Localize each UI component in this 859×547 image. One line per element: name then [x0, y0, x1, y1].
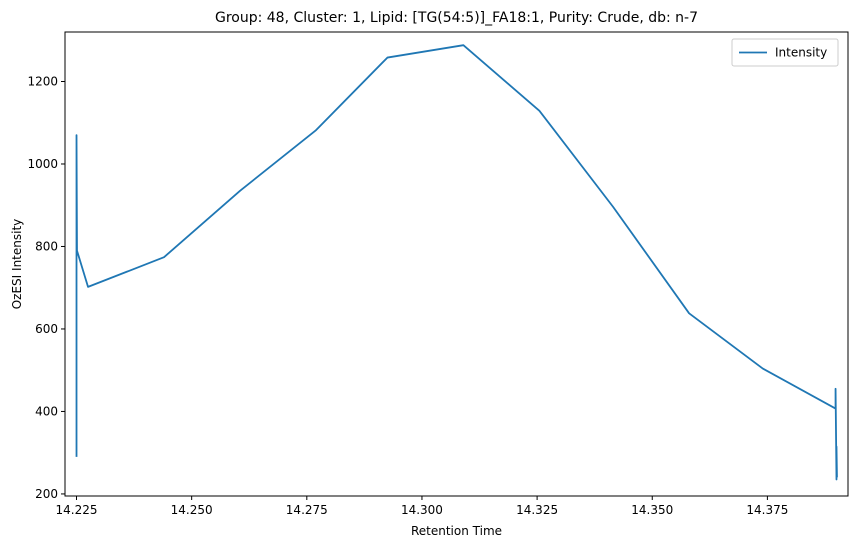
plot-area: 14.225 14.250 14.275 14.300 14.325 14.350 14.3…	[27, 31, 849, 517]
x-tick-label: 14.275	[286, 503, 328, 517]
y-tick-label: 1200	[27, 74, 58, 88]
series-layer	[75, 44, 838, 481]
axes-frame	[64, 31, 849, 497]
chart-title: Group: 48, Cluster: 1, Lipid: [TG(54:5)]…	[215, 10, 698, 26]
legend-box	[731, 38, 839, 67]
y-tick-label: 800	[35, 239, 58, 253]
x-tick-label: 14.350	[631, 503, 673, 517]
legend: Intensity	[731, 38, 839, 67]
x-axis: 14.225 14.250 14.275 14.300 14.325 14.350 14.3…	[56, 496, 788, 517]
x-tick-label: 14.300	[401, 503, 443, 517]
y-axis: 200 400 600 800 1000 1200	[27, 74, 65, 501]
y-tick-label: 600	[35, 322, 58, 336]
x-tick-label: 14.225	[56, 503, 98, 517]
series-line-intensity	[75, 44, 838, 481]
x-tick-label: 14.375	[746, 503, 788, 517]
y-axis-label: OzESI Intensity	[10, 219, 24, 310]
x-tick-label: 14.325	[516, 503, 558, 517]
x-axis-label: Retention Time	[411, 524, 502, 538]
y-tick-label: 1000	[27, 157, 58, 171]
legend-label: Intensity	[775, 46, 827, 60]
y-tick-label: 400	[35, 404, 58, 418]
x-tick-label: 14.250	[171, 503, 213, 517]
y-tick-label: 200	[35, 487, 58, 501]
